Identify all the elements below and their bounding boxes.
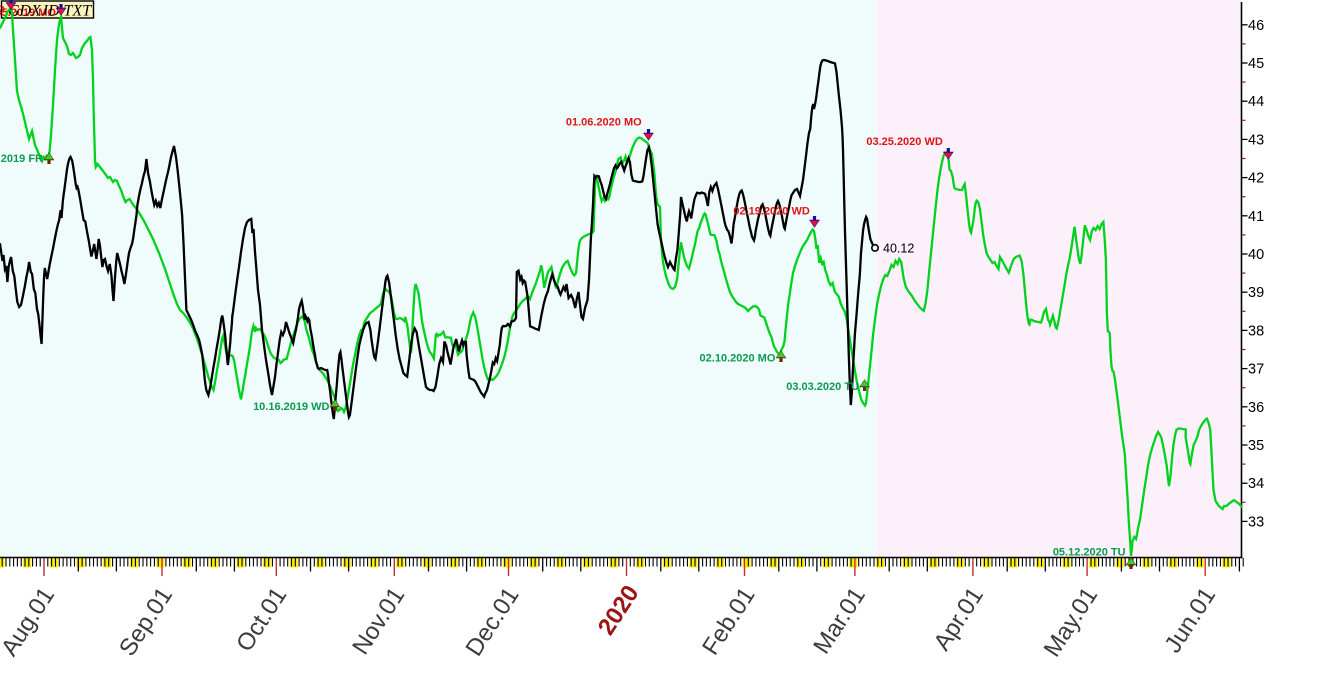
svg-text:38: 38 xyxy=(1248,323,1264,339)
svg-text:45: 45 xyxy=(1248,56,1264,72)
svg-text:34: 34 xyxy=(1248,476,1264,492)
svg-text:36: 36 xyxy=(1248,400,1264,416)
svg-text:02.19.2020 WD: 02.19.2020 WD xyxy=(733,206,809,218)
svg-text:08.05.2019 MO: 08.05.2019 MO xyxy=(0,7,56,19)
svg-text:10.16.2019 WD: 10.16.2019 WD xyxy=(253,401,329,413)
svg-text:43: 43 xyxy=(1248,132,1264,148)
svg-text:44: 44 xyxy=(1248,94,1264,110)
svg-text:40.12: 40.12 xyxy=(883,242,914,256)
svg-text:08.02.2019 FR: 08.02.2019 FR xyxy=(0,153,43,165)
svg-text:33: 33 xyxy=(1248,514,1264,530)
svg-text:41: 41 xyxy=(1248,209,1264,225)
svg-text:37: 37 xyxy=(1248,362,1264,378)
svg-text:05.12.2020 TU: 05.12.2020 TU xyxy=(1053,546,1126,558)
svg-text:03.25.2020 WD: 03.25.2020 WD xyxy=(866,136,942,148)
svg-text:02.10.2020 MO: 02.10.2020 MO xyxy=(700,353,776,365)
svg-text:40: 40 xyxy=(1248,247,1264,263)
svg-text:01.06.2020 MO: 01.06.2020 MO xyxy=(566,117,642,129)
svg-text:GDXJD TXT: GDXJD TXT xyxy=(8,3,92,20)
svg-text:39: 39 xyxy=(1248,285,1264,301)
svg-text:03.03.2020 TU: 03.03.2020 TU xyxy=(786,381,859,393)
svg-text:46: 46 xyxy=(1248,18,1264,34)
svg-text:35: 35 xyxy=(1248,438,1264,454)
svg-text:42: 42 xyxy=(1248,171,1264,187)
svg-text:07.22.2019 MO: 07.22.2019 MO xyxy=(0,4,5,16)
